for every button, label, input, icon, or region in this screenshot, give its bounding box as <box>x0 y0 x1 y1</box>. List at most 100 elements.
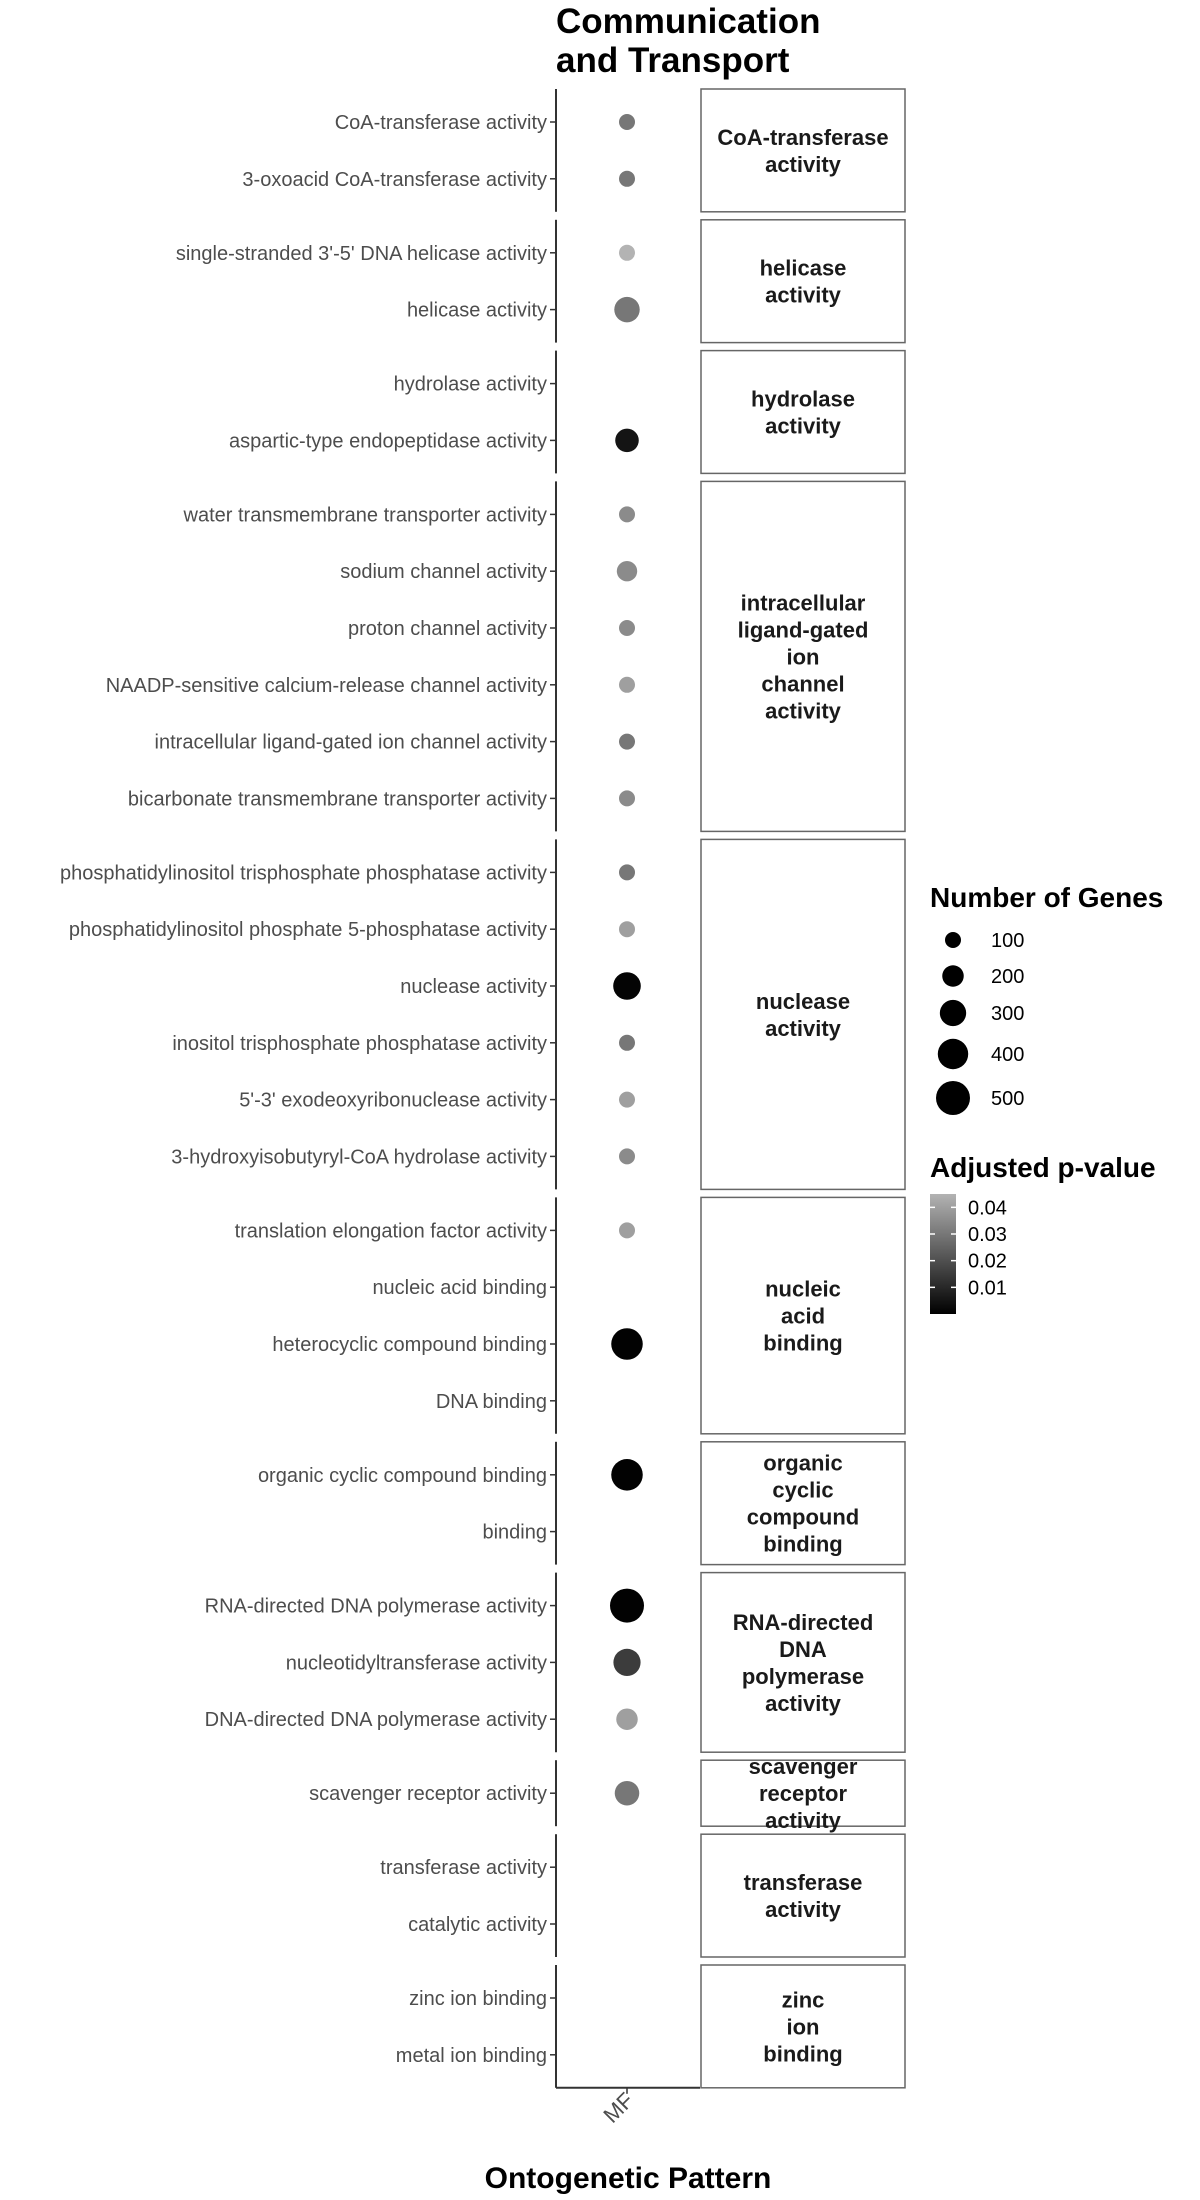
facet-strip-box <box>700 480 906 833</box>
y-tick-label: proton channel activity <box>348 618 547 640</box>
data-point <box>619 170 635 187</box>
size-legend-label: 200 <box>991 966 1024 988</box>
data-point <box>619 790 635 807</box>
y-tick-label: hydrolase activity <box>394 374 547 396</box>
data-point <box>619 1148 635 1165</box>
data-point <box>613 972 641 1000</box>
size-legend-key <box>939 999 967 1027</box>
x-axis: MF Ontogenetic Pattern <box>485 2086 772 2195</box>
facet-panel: phosphatidylinositol trisphosphate phosp… <box>60 838 906 1191</box>
size-legend-label: 100 <box>991 930 1024 952</box>
facet-strip-label: activity <box>765 152 842 177</box>
facet-strip-label: binding <box>763 1532 842 1557</box>
color-legend-label: 0.03 <box>968 1224 1007 1246</box>
color-legend-title: Adjusted p-value <box>930 1152 1156 1183</box>
facet-strip-label: zinc <box>782 1987 825 2012</box>
facet-strip-label: nuclease <box>756 989 850 1014</box>
facet-strip-label: RNA-directed <box>733 1610 874 1635</box>
data-point <box>616 1708 638 1730</box>
facet-strip-label: activity <box>765 283 842 308</box>
y-tick-label: scavenger receptor activity <box>309 1783 547 1805</box>
data-point <box>614 296 640 323</box>
facet-strip-label: activity <box>765 1808 842 1833</box>
y-tick-label: 5'-3' exodeoxyribonuclease activity <box>239 1090 547 1112</box>
facet-strip-label: cyclic <box>772 1478 833 1503</box>
data-point <box>613 1648 641 1676</box>
y-tick-label: catalytic activity <box>408 1914 547 1936</box>
facet-strip-box <box>700 1571 906 1753</box>
facet-strip-label: activity <box>765 1016 842 1041</box>
y-tick-label: 3-hydroxyisobutyryl-CoA hydrolase activi… <box>171 1146 547 1168</box>
data-point <box>619 921 635 938</box>
facet-strip-box <box>700 1759 906 1827</box>
facet-strip-label: binding <box>763 2041 842 2066</box>
facet-strip-label: polymerase <box>742 1664 864 1689</box>
facet-panels: CoA-transferase activity 3-oxoacid CoA-tr… <box>60 88 906 2089</box>
y-tick-label: 3-oxoacid CoA-transferase activity <box>242 169 547 191</box>
data-point <box>619 620 635 636</box>
facet-strip-box <box>700 88 906 213</box>
y-tick-label: heterocyclic compound binding <box>272 1334 547 1356</box>
x-axis-title: Ontogenetic Pattern <box>485 2162 772 2195</box>
facet-strip-label: acid <box>781 1304 825 1329</box>
y-tick-label: phosphatidylinositol phosphate 5-phospha… <box>69 919 547 941</box>
y-tick-label: single-stranded 3'-5' DNA helicase activ… <box>176 243 547 265</box>
data-point <box>615 428 639 453</box>
facet-strip-label: scavenger <box>749 1754 858 1779</box>
size-legend-label: 400 <box>991 1044 1024 1066</box>
size-legend: Number of Genes 100 200 300 400 500 <box>930 882 1163 1115</box>
facet-strip-box <box>700 349 906 475</box>
y-tick-label: metal ion binding <box>396 2045 547 2067</box>
y-tick-label: organic cyclic compound binding <box>258 1465 547 1487</box>
size-legend-key <box>937 1038 969 1070</box>
color-legend-label: 0.04 <box>968 1197 1007 1219</box>
data-point <box>619 864 635 881</box>
facet-panel: translation elongation factor activity nu… <box>235 1196 906 1435</box>
facet-strip-label: ion <box>787 644 820 669</box>
color-legend-label: 0.01 <box>968 1277 1007 1299</box>
y-tick-label: helicase activity <box>407 300 547 322</box>
facet-strip-label: activity <box>765 1691 842 1716</box>
facet-strip-box <box>700 219 906 344</box>
data-point <box>619 114 635 130</box>
data-point <box>611 1328 643 1360</box>
data-point <box>619 1034 635 1051</box>
data-point <box>619 1091 635 1108</box>
data-point <box>619 1222 635 1239</box>
facet-panel: transferase activity catalytic activity tr… <box>380 1833 906 1958</box>
facet-strip-label: ligand-gated <box>738 617 869 642</box>
size-legend-title: Number of Genes <box>930 882 1163 913</box>
y-tick-label: zinc ion binding <box>409 1988 547 2010</box>
facet-strip-box <box>700 1964 906 2089</box>
data-point <box>619 733 635 750</box>
facet-panel: zinc ion binding metal ion binding zincion… <box>396 1964 906 2089</box>
facet-panel: organic cyclic compound binding binding or… <box>258 1441 906 1566</box>
facet-strip-label: ion <box>787 2014 820 2039</box>
size-legend-key <box>945 932 961 948</box>
y-tick-label: water transmembrane transporter activity <box>183 504 547 526</box>
data-point <box>611 1459 643 1491</box>
facet-strip-label: channel <box>761 671 844 696</box>
y-tick-label: nucleotidyltransferase activity <box>286 1652 547 1674</box>
size-legend-key <box>936 1081 970 1115</box>
facet-strip-box <box>700 838 906 1191</box>
facet-strip-label: activity <box>765 1897 842 1922</box>
data-point <box>610 1588 644 1623</box>
y-tick-label: aspartic-type endopeptidase activity <box>229 430 547 452</box>
facet-strip-label: intracellular <box>741 590 866 615</box>
facet-strip-label: nucleic <box>765 1277 841 1302</box>
facet-strip-label: DNA <box>779 1637 827 1662</box>
chart-title-line: and Transport <box>556 41 790 80</box>
y-tick-label: NAADP-sensitive calcium-release channel … <box>106 675 547 697</box>
y-tick-label: phosphatidylinositol trisphosphate phosp… <box>60 862 547 884</box>
size-legend-label: 300 <box>991 1003 1024 1025</box>
color-legend-bar <box>930 1194 956 1314</box>
facet-strip-label: binding <box>763 1331 842 1356</box>
y-tick-label: sodium channel activity <box>340 561 547 583</box>
y-tick-label: RNA-directed DNA polymerase activity <box>205 1596 547 1618</box>
data-point <box>619 676 635 693</box>
y-tick-label: DNA binding <box>436 1391 547 1413</box>
facet-strip-label: activity <box>765 698 842 723</box>
